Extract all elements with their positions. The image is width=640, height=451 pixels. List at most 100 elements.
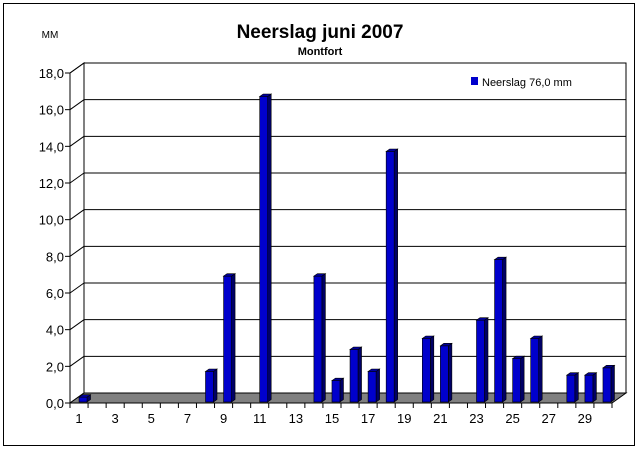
- bar-front: [385, 151, 395, 403]
- bar-front: [440, 345, 449, 403]
- gridline-diagonal: [69, 172, 85, 184]
- bar: [349, 346, 363, 403]
- x-tick-label: 17: [361, 411, 375, 426]
- bar: [312, 273, 327, 403]
- bar-top: [421, 335, 435, 339]
- bar: [475, 317, 489, 403]
- bar: [439, 342, 453, 403]
- bar-front: [602, 367, 612, 403]
- bar: [204, 368, 218, 403]
- bar-side: [538, 335, 543, 403]
- bar-front: [566, 374, 576, 403]
- gridline-diagonal: [69, 62, 85, 74]
- bar-top: [258, 93, 273, 97]
- bar-top: [493, 256, 508, 260]
- bar-front: [512, 358, 521, 403]
- bar: [529, 335, 544, 403]
- x-tick-label: 23: [469, 411, 483, 426]
- gridlines: [69, 62, 626, 367]
- bar-front: [313, 275, 323, 403]
- bar-front: [331, 380, 341, 403]
- bar: [222, 273, 237, 403]
- bar-side: [213, 368, 218, 403]
- bar-top: [78, 394, 92, 398]
- legend: Neerslag 76,0 mm: [471, 77, 572, 89]
- y-tick-label: 2,0: [46, 359, 64, 374]
- y-tick-label: 18,0: [39, 66, 64, 81]
- x-tick-label: 1: [75, 411, 82, 426]
- plot-floor: [68, 392, 628, 404]
- bar-top: [511, 355, 526, 359]
- x-tick-label: 11: [253, 411, 267, 426]
- chart-subtitle: Montfort: [298, 46, 343, 58]
- bar-front: [421, 338, 431, 403]
- y-tick-label: 8,0: [46, 249, 64, 264]
- bar-top: [367, 368, 381, 372]
- bar-front: [367, 371, 377, 403]
- legend-swatch: [471, 77, 478, 85]
- gridline-diagonal: [69, 135, 85, 147]
- bar-side: [484, 317, 489, 403]
- bar-front: [223, 275, 232, 403]
- side-wall: [69, 62, 85, 404]
- gridline-diagonal: [69, 99, 85, 111]
- bar-side: [448, 342, 453, 403]
- bar-side: [267, 93, 272, 403]
- bar-top: [602, 365, 616, 369]
- bar-side: [502, 256, 507, 403]
- x-tick-label: 13: [289, 411, 303, 426]
- bar-side: [429, 335, 435, 403]
- bar-front: [78, 396, 88, 403]
- y-tick-label: 12,0: [39, 176, 64, 191]
- bar-top: [583, 372, 598, 376]
- y-tick-label: 14,0: [39, 139, 64, 154]
- x-tick-label: 5: [148, 411, 155, 426]
- bar-top: [312, 273, 327, 277]
- bar-front: [259, 96, 269, 403]
- bar-side: [592, 372, 597, 403]
- bar-top: [439, 343, 453, 347]
- plot-background: [69, 62, 627, 404]
- bar-front: [349, 349, 359, 403]
- y-tick-label: 0,0: [46, 396, 64, 411]
- bar: [78, 394, 92, 403]
- bar-side: [393, 148, 398, 403]
- bar-top: [204, 368, 218, 372]
- y-tick-label: 4,0: [46, 323, 64, 338]
- gridline-diagonal: [69, 282, 85, 294]
- y-tick-label: 16,0: [39, 103, 64, 118]
- bar: [421, 335, 435, 403]
- bar-side: [321, 273, 326, 403]
- x-tick-label: 7: [184, 411, 191, 426]
- bar-top: [222, 273, 237, 277]
- bar-front: [476, 319, 485, 403]
- bar-top: [331, 377, 345, 381]
- gridline-diagonal: [69, 209, 85, 221]
- back-wall: [83, 62, 627, 394]
- bar-top: [385, 148, 399, 152]
- bar-side: [357, 346, 362, 403]
- bar: [511, 355, 526, 403]
- x-tick-label: 19: [397, 411, 411, 426]
- x-tick-label: 27: [542, 411, 556, 426]
- x-tick-label: 29: [578, 411, 592, 426]
- x-tick-labels: 1 3 5 7 9 11 13 15 17 19 21 23 25 27 29: [75, 411, 592, 426]
- x-tick-label: 15: [325, 411, 339, 426]
- bar-front: [494, 259, 503, 403]
- y-tick-labels: 0,0 2,0 4,0 6,0 8,0 10,0 12,0 14,0 16,0 18,0: [39, 66, 64, 411]
- bar: [258, 93, 273, 403]
- bar: [331, 377, 345, 403]
- bar-top: [529, 335, 544, 339]
- bar: [602, 364, 616, 403]
- bar-top: [349, 346, 363, 350]
- x-tick-label: 9: [220, 411, 227, 426]
- bar-top: [475, 317, 489, 321]
- y-axis-unit-label: MM: [42, 30, 59, 41]
- bar-top: [565, 372, 580, 376]
- gridline-diagonal: [69, 319, 85, 331]
- bar: [385, 148, 399, 403]
- bar-front: [584, 374, 594, 403]
- bar: [583, 372, 598, 403]
- bars: [78, 93, 616, 403]
